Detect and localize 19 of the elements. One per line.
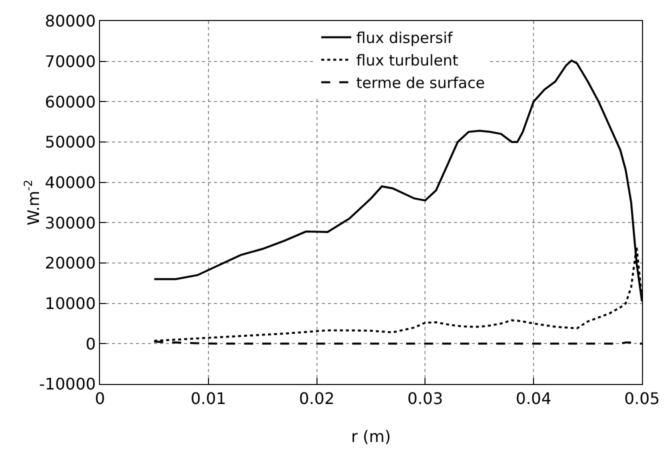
legend-label: flux turbulent bbox=[356, 52, 458, 70]
legend-label: flux dispersif bbox=[356, 29, 454, 48]
y-tick-label: -10000 bbox=[39, 374, 96, 394]
y-tick-label: 10000 bbox=[44, 294, 96, 313]
x-tick-label: 0.03 bbox=[407, 389, 444, 408]
legend-label: terme de surface bbox=[356, 74, 485, 92]
y-tick-label: 40000 bbox=[44, 172, 96, 192]
y-tick-label: 0 bbox=[86, 334, 96, 354]
y-tick-label: 50000 bbox=[44, 132, 96, 152]
x-axis-title: r (m) bbox=[351, 427, 391, 446]
x-tick-label: 0.01 bbox=[190, 389, 226, 408]
x-tick-label: 0.04 bbox=[516, 389, 552, 408]
x-tick-label: 0.02 bbox=[298, 389, 335, 408]
y-tick-label: 70000 bbox=[44, 52, 96, 71]
y-tick-label: 20000 bbox=[44, 254, 96, 273]
y-tick-label: 80000 bbox=[44, 12, 96, 31]
x-tick-label: 0.05 bbox=[624, 389, 660, 408]
y-tick-label: 30000 bbox=[44, 213, 96, 232]
y-tick-label: 60000 bbox=[44, 92, 96, 112]
